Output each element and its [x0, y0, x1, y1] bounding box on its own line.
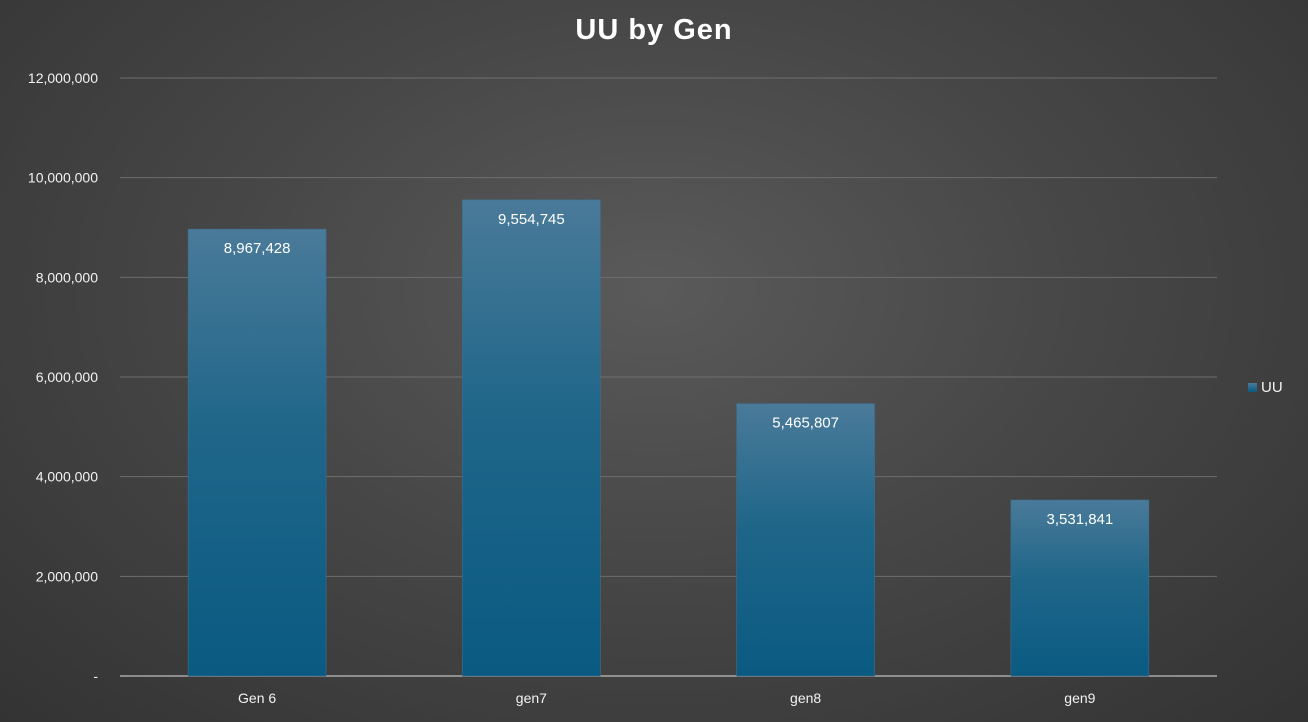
chart-title: UU by Gen: [575, 14, 733, 46]
y-tick-label: 4,000,000: [36, 469, 98, 485]
legend-swatch-uu: [1248, 383, 1257, 392]
bar-gen6: [187, 228, 327, 677]
y-tick-label: -: [93, 668, 98, 684]
data-label: 5,465,807: [772, 415, 839, 432]
y-tick-label: 10,000,000: [28, 170, 98, 186]
x-tick-label: gen7: [516, 690, 547, 706]
data-label: 9,554,745: [498, 211, 565, 228]
y-axis-tick-labels: - 2,000,000 4,000,000 6,000,000 8,000,000 10,…: [28, 70, 98, 684]
x-axis-tick-labels: Gen 6 gen7 gen8 gen9: [238, 690, 1096, 706]
bar-gen7: [462, 199, 601, 677]
bar-gen8: [736, 403, 875, 677]
legend-label-uu: UU: [1261, 379, 1283, 396]
y-tick-label: 2,000,000: [36, 568, 98, 584]
bars: [187, 199, 1150, 677]
y-tick-label: 8,000,000: [36, 269, 98, 285]
x-tick-label: gen9: [1064, 690, 1095, 706]
data-labels: 8,967,428 9,554,745 5,465,807 3,531,841: [224, 211, 1113, 528]
x-tick-label: Gen 6: [238, 690, 276, 706]
x-tick-label: gen8: [790, 690, 821, 706]
y-tick-label: 6,000,000: [36, 369, 98, 385]
legend: UU: [1248, 379, 1283, 396]
data-label: 8,967,428: [224, 240, 291, 257]
data-label: 3,531,841: [1047, 511, 1114, 528]
y-tick-label: 12,000,000: [28, 70, 98, 86]
bar-gen9: [1010, 499, 1150, 677]
